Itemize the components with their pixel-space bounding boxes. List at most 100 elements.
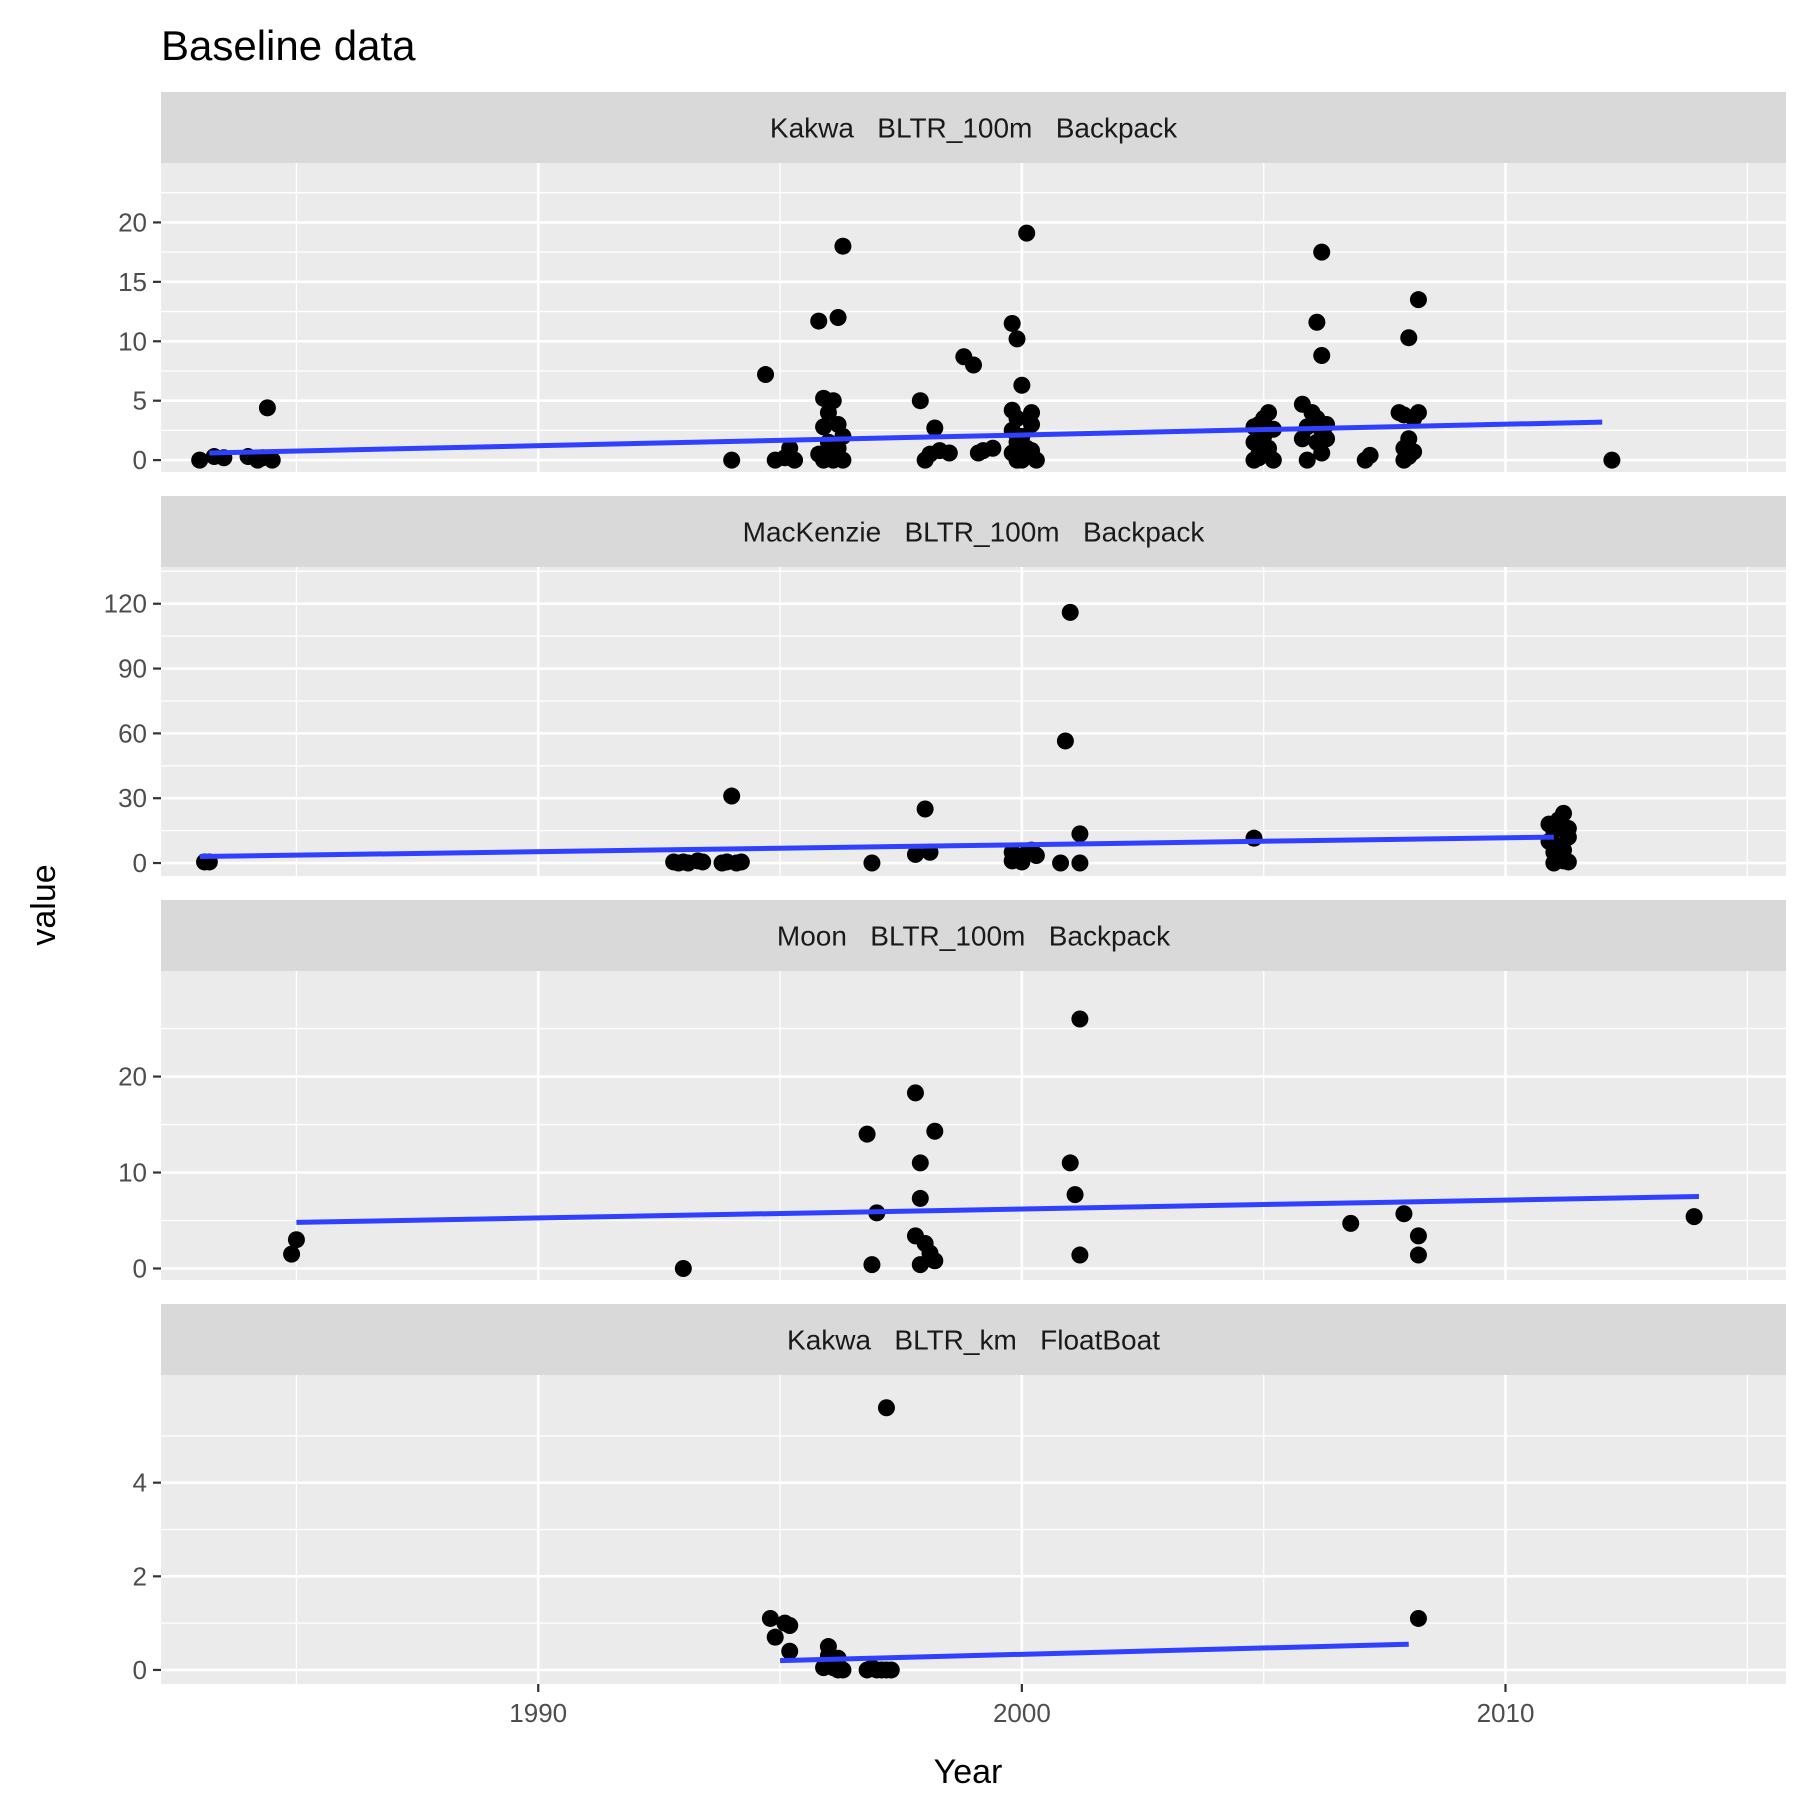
data-point — [858, 1125, 876, 1143]
data-point — [757, 366, 775, 384]
data-point — [1400, 448, 1418, 466]
plot-title: Baseline data — [161, 22, 416, 69]
data-point — [1603, 451, 1621, 469]
data-point — [258, 399, 276, 417]
data-point — [761, 1609, 779, 1627]
data-point — [882, 1661, 900, 1679]
facet-panel: Kakwa BLTR_100m Backpack 0 5 10 15 20 — [118, 92, 1786, 475]
y-tick-label: 4 — [133, 1468, 147, 1498]
trend-line — [209, 419, 1603, 456]
data-point — [1023, 404, 1041, 422]
y-axis-title: value — [25, 864, 63, 945]
data-point — [283, 1245, 301, 1263]
facet-panels: Kakwa BLTR_100m Backpack05101520MacKenzi… — [104, 92, 1786, 1685]
data-point — [1018, 224, 1036, 242]
data-point — [906, 1084, 924, 1102]
x-tick-label: 1990 — [509, 1698, 567, 1728]
y-tick-label: 10 — [118, 1158, 147, 1188]
data-point — [723, 787, 741, 805]
data-point — [824, 392, 842, 410]
data-point — [1052, 854, 1070, 872]
data-point — [926, 419, 944, 437]
data-point — [810, 312, 828, 330]
data-point — [1550, 837, 1568, 855]
facet-strip-label: Kakwa BLTR_100m Backpack — [770, 113, 1178, 144]
data-point — [1361, 446, 1379, 464]
data-point — [1071, 1246, 1089, 1264]
x-tick-label: 2000 — [993, 1698, 1051, 1728]
data-point — [819, 442, 837, 460]
data-point — [287, 1231, 305, 1249]
y-tick-label: 0 — [133, 1655, 147, 1685]
panel-background — [161, 163, 1786, 472]
data-point — [863, 1256, 881, 1274]
data-point — [1066, 1186, 1084, 1204]
data-point — [1685, 1208, 1703, 1226]
facet-panel: Moon BLTR_100m Backpack 0 10 20 — [118, 900, 1786, 1283]
data-point — [1293, 430, 1311, 448]
panel-background — [161, 567, 1786, 876]
y-tick-label: 20 — [118, 1062, 147, 1092]
data-point — [1409, 1227, 1427, 1245]
y-tick-label: 15 — [118, 267, 147, 297]
data-point — [1342, 1214, 1360, 1232]
data-point — [1071, 854, 1089, 872]
y-tick-label: 60 — [118, 718, 147, 748]
data-point — [834, 237, 852, 255]
data-point — [1013, 853, 1031, 871]
data-point — [863, 854, 881, 872]
facet-strip-label: Moon BLTR_100m Backpack — [777, 921, 1171, 952]
data-point — [1013, 376, 1031, 394]
facet-panel: Kakwa BLTR_km FloatBoat 0 2 4 — [133, 1304, 1786, 1685]
data-point — [1260, 445, 1278, 463]
data-point — [911, 1154, 929, 1172]
data-point — [1313, 347, 1331, 365]
data-point — [1545, 854, 1563, 872]
data-point — [1023, 415, 1041, 433]
y-tick-label: 0 — [133, 445, 147, 475]
data-point — [1409, 291, 1427, 309]
data-point — [921, 1250, 939, 1268]
data-point — [829, 309, 847, 326]
data-point — [1061, 1154, 1079, 1172]
y-tick-label: 10 — [118, 326, 147, 356]
trend-line — [779, 1641, 1409, 1664]
data-point — [1409, 1609, 1427, 1627]
data-point — [906, 845, 924, 863]
x-axis-title: Year — [934, 1753, 1003, 1791]
data-point — [926, 1122, 944, 1140]
data-point — [674, 1259, 692, 1277]
data-point — [1061, 603, 1079, 621]
data-point — [732, 853, 750, 871]
y-tick-label: 120 — [104, 589, 147, 619]
x-axis: 1990 2000 2010 — [509, 1684, 1534, 1728]
y-tick-label: 0 — [133, 1253, 147, 1283]
facet-strip — [161, 496, 1786, 567]
data-point — [1555, 804, 1573, 822]
data-point — [694, 853, 712, 871]
trend-line — [199, 834, 1554, 860]
y-tick-label: 2 — [133, 1561, 147, 1591]
data-point — [911, 1189, 929, 1207]
data-point — [940, 444, 958, 462]
data-point — [723, 451, 741, 469]
data-point — [819, 1638, 837, 1656]
data-point — [1071, 825, 1089, 843]
data-point — [1245, 829, 1263, 847]
data-point — [911, 392, 929, 410]
y-tick-label: 0 — [133, 848, 147, 878]
y-tick-label: 90 — [118, 654, 147, 684]
data-point — [1013, 448, 1031, 466]
data-point — [1405, 410, 1423, 428]
data-point — [1313, 444, 1331, 462]
data-point — [984, 439, 1002, 457]
y-tick-label: 20 — [118, 207, 147, 237]
panel-background — [161, 971, 1786, 1280]
x-tick-label: 2010 — [1477, 1698, 1535, 1728]
data-point — [1071, 1010, 1089, 1028]
data-point — [781, 1616, 799, 1634]
facet-strip-label: Kakwa BLTR_km FloatBoat — [787, 1325, 1160, 1356]
data-point — [1400, 329, 1418, 347]
data-point — [824, 1659, 842, 1677]
